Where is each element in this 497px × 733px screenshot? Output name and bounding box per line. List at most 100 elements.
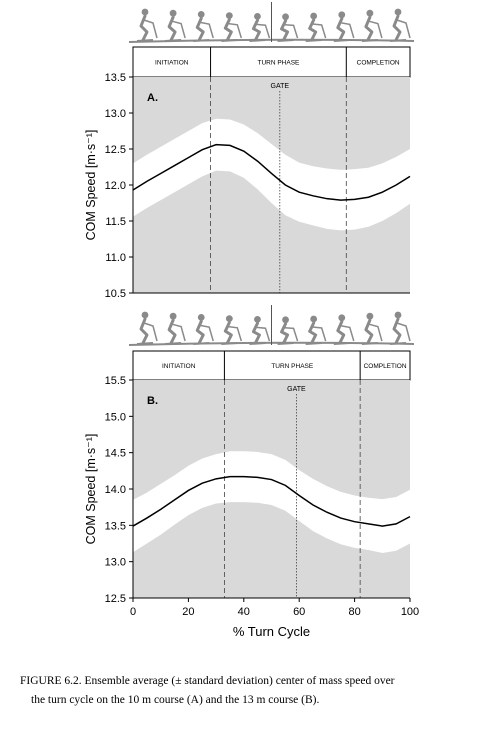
skier-figure (193, 314, 214, 345)
phase-label: INITIATION (162, 363, 196, 370)
y-tick-label: 12.0 (105, 180, 126, 192)
panel-a: INITIATION TURN PHASE COMPLETION GATE A. 10.5… (84, 2, 415, 300)
skier-body (251, 321, 261, 345)
skier-figure (389, 311, 411, 345)
skier-head (141, 311, 149, 319)
skier-head (254, 13, 261, 20)
y-tick-label: 14.5 (105, 448, 126, 460)
skier-head (310, 12, 318, 20)
skier-body (392, 317, 402, 345)
skier-sequence-a (128, 2, 415, 43)
x-tick-label: 100 (401, 606, 419, 618)
panel-label: B. (147, 395, 158, 407)
skier-ski (221, 342, 238, 345)
x-axis-label: % Turn Cycle (233, 624, 310, 639)
sd-band (133, 118, 410, 231)
gate-label: GATE (287, 386, 306, 393)
skier-body (167, 15, 177, 42)
skier-ski (249, 342, 266, 345)
skier-pole (256, 326, 271, 342)
x-tick-label: 40 (238, 606, 250, 618)
skier-body (139, 317, 149, 345)
skier-figure (305, 12, 327, 42)
phase-label: TURN PHASE (271, 363, 314, 370)
x-tick-label: 0 (130, 606, 136, 618)
skier-pole (228, 22, 243, 39)
y-tick-label: 13.0 (105, 108, 126, 120)
panel-label: A. (147, 92, 158, 104)
skier-head (141, 8, 149, 16)
skier-pole (368, 20, 383, 39)
skier-pole (171, 323, 186, 342)
caption-line-2: the turn cycle on the 10 m course (A) an… (31, 694, 320, 706)
skier-figure (136, 8, 158, 42)
y-tick-label: 13.5 (105, 72, 126, 84)
skier-sequence-b (128, 305, 415, 346)
mean-speed-line (132, 143, 411, 201)
x-tick-label: 20 (182, 606, 194, 618)
y-tick-label: 14.0 (105, 484, 126, 496)
skier-body (195, 16, 205, 42)
skier-ski (136, 39, 154, 42)
y-axis-label: COM Speed [m·s⁻¹] (84, 130, 98, 241)
skier-figure (361, 312, 383, 345)
y-tick-label: 12.5 (105, 144, 126, 156)
mean-speed-line (132, 475, 411, 527)
skier-head (338, 314, 346, 322)
y-tick-label: 11.0 (105, 252, 126, 264)
phase-label: INITIATION (155, 60, 189, 67)
figure-caption: FIGURE 6.2. Ensemble average (± standard… (20, 672, 490, 710)
skier-head (310, 315, 318, 323)
skier-pole (340, 22, 355, 39)
skier-pole (143, 19, 158, 39)
skier-figure (333, 11, 355, 42)
skier-head (394, 311, 402, 319)
skier-body (280, 19, 290, 42)
skier-pole (368, 323, 383, 342)
skier-pole (396, 19, 411, 39)
sd-band (133, 451, 410, 553)
skier-figure (277, 316, 299, 345)
skier-figure (249, 316, 271, 345)
skier-figure (361, 9, 383, 42)
skier-head (366, 9, 374, 17)
y-axis-label: COM Speed [m·s⁻¹] (84, 434, 98, 545)
skier-pole (312, 23, 327, 39)
skier-head (254, 316, 261, 323)
skier-body (308, 18, 318, 42)
skier-pole (143, 322, 158, 342)
caption-line-1: FIGURE 6.2. Ensemble average (± standard… (20, 675, 395, 687)
skier-ski (333, 39, 350, 42)
skier-body (195, 319, 205, 345)
skier-ski (333, 342, 350, 345)
y-tick-label: 13.0 (105, 557, 126, 569)
x-tick-label: 80 (348, 606, 360, 618)
skier-body (167, 318, 177, 345)
y-tick-label: 15.0 (105, 411, 126, 423)
phase-label: COMPLETION (364, 363, 407, 370)
skier-ski (165, 342, 182, 345)
skier-figure (277, 13, 299, 42)
phase-label: COMPLETION (357, 60, 400, 67)
skier-body (223, 321, 233, 345)
skier-figure (305, 315, 327, 345)
skier-body (364, 15, 374, 42)
skier-head (169, 312, 177, 320)
phase-header (132, 46, 411, 78)
skier-pole (284, 24, 299, 39)
skier-figure (389, 8, 411, 42)
y-tick-label: 15.5 (105, 375, 126, 387)
skier-body (336, 17, 346, 42)
skier-ski (249, 39, 266, 42)
skier-body (280, 322, 290, 345)
panel-b: INITIATION TURN PHASE COMPLETION GATE B. 12.5… (84, 305, 419, 639)
skier-pole (228, 325, 243, 342)
phase-header (132, 350, 411, 381)
y-tick-label: 10.5 (105, 288, 126, 300)
y-tick-label: 11.5 (105, 216, 126, 228)
phase-label: TURN PHASE (257, 60, 300, 67)
skier-body (223, 18, 233, 42)
skier-ski (389, 342, 407, 345)
skier-ski (277, 342, 294, 345)
y-tick-label: 12.5 (105, 593, 126, 605)
